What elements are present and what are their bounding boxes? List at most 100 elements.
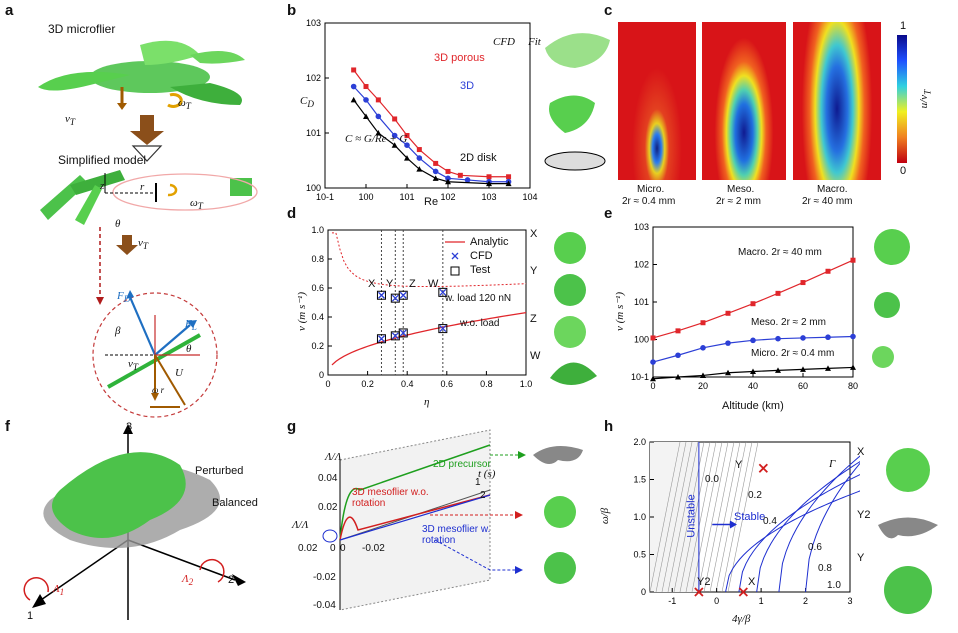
b-ytick: 102 [306,73,321,83]
h-side-X: X [857,446,865,458]
b-point [404,133,410,139]
d-xlabel: η [424,396,430,408]
e-point [725,340,731,346]
b-point [391,132,398,139]
b-xtick: 103 [481,192,496,202]
flier-macro-icon [874,229,910,265]
b-point [375,113,382,120]
b-point [363,97,369,103]
b-point [445,168,451,174]
e-xtick: 0 [650,381,655,391]
b-point [404,155,410,161]
panel-a-figure [38,40,258,418]
b-point [350,96,357,103]
h-side-Y: Y [857,552,865,564]
b-point [350,83,357,90]
d-xtick: 1.0 [520,379,533,389]
panel-label-f: f [5,418,10,435]
c-caption-2b: 2r ≈ 2 mm [716,196,761,207]
h-hatch [697,441,729,593]
b-col-fit: Fit [528,36,541,48]
a-theta: θ [115,218,121,230]
c-caption-3b: 2r ≈ 40 mm [802,196,853,207]
d-cfd-point [391,332,399,340]
e-point [725,369,731,376]
g-tick-y-1: 0.02 [318,502,338,513]
f-perturbed: Perturbed [195,465,244,477]
cbar-top: 1 [900,20,907,32]
panel-label-h: h [604,418,614,435]
e-point [800,335,806,341]
e-ytick: 102 [634,260,649,270]
e-ytick: 10-1 [631,372,649,382]
e-xtick: 80 [848,381,858,391]
cbar-label: u/vT [918,89,933,109]
e-ytick: 100 [634,335,649,345]
colorbar [897,35,907,163]
e-point [675,328,681,334]
f-lambda1: Λ1 [53,583,65,598]
g-tick-y-2: 0 [330,543,336,554]
h-contour [778,455,860,593]
h-xlabel: 4γ/β [732,613,751,625]
h-hatch [721,441,753,593]
b-xtick: 100 [358,192,373,202]
d-legend-analytic: Analytic [470,236,509,248]
e-point [675,374,681,380]
e-point [650,335,656,341]
b-ytick: 100 [306,183,321,193]
e-point [750,337,756,344]
heatmap-macro [793,22,881,180]
b-point [363,84,369,90]
d-xtick: 0.2 [361,379,374,389]
perturbed-shape [52,452,186,538]
h-xtick: 3 [847,596,852,606]
h-point-X: X [748,576,756,588]
cbar-bottom: 0 [900,165,907,177]
d-xtick: 0 [325,379,330,389]
h-ytick: 1.0 [633,512,646,522]
b-point [416,147,422,153]
panel-label-b: b [287,2,297,19]
d-ytick: 0.2 [311,341,324,351]
g-label-worot: 3D mesoflier w.o. rotation [352,487,429,509]
d-xtick: 0.8 [480,379,493,389]
g-x-label: Λ/Λ [292,519,309,531]
d-side-W: W [530,350,541,362]
d-side-Z: Z [530,313,537,325]
precursor-icon [533,446,583,464]
h-gamma: Γ [829,458,836,470]
a-U: U [175,367,183,379]
b-xtick: 101 [399,192,414,202]
d-load-label: w. load 120 nN [445,293,512,304]
d-cfd-point [391,294,399,302]
b-xtick: 102 [440,192,455,202]
c-caption-1b: 2r ≈ 0.4 mm [622,196,676,207]
heatmap-meso [702,22,786,180]
b-point [506,174,512,180]
d-ytick: 0 [319,370,324,380]
e-point [750,368,756,375]
d-ytick: 0.6 [311,283,324,293]
panel-label-e: e [604,205,613,222]
flier-W-icon [550,362,597,386]
b-point [392,116,398,122]
g-label-2d: 2D precursor [433,459,491,470]
g-side-shapes [533,446,583,584]
simplified-model [40,170,258,255]
a-title: 3D microflier [48,22,116,36]
d-point-W: W [428,278,439,290]
panel-label-d: d [287,205,297,222]
h-hatch [679,441,711,593]
c-caption-3a: Macro. [817,184,848,195]
e-xtick: 60 [798,381,808,391]
h-hatch [685,441,717,593]
h-hatch [667,441,699,593]
e-series-macro: Macro. 2r ≈ 40 mm [738,247,822,258]
h-hatch [715,441,747,593]
panel-label-c: c [604,2,613,19]
b-xlabel: Re [424,196,439,208]
b-xtick: 10-1 [316,192,334,202]
flier-micro-icon [872,346,894,368]
flier-hY-icon [884,566,932,614]
